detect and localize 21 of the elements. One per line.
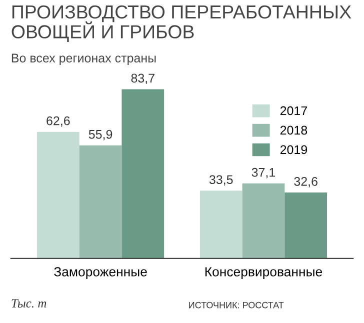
data-label: 83,7	[131, 74, 154, 84]
data-label: 32,6	[294, 177, 318, 188]
x-tick-label: Замороженные	[54, 267, 147, 280]
data-label: 55,9	[88, 130, 112, 140]
bar	[122, 89, 164, 258]
chart-title: ПРОИЗВОДСТВО ПЕРЕРАБОТАННЫХ ОВОЩЕЙ И ГРИБОВ	[12, 5, 352, 42]
text: Тыс. т	[12, 299, 46, 308]
legend-label: 2019	[280, 145, 308, 154]
data-label: 62,6	[46, 116, 70, 127]
bar	[242, 183, 285, 258]
bar	[36, 132, 80, 258]
bar	[284, 192, 328, 258]
bar	[79, 145, 122, 258]
data-label: 37,1	[252, 168, 276, 178]
data-label: 33,5	[209, 175, 233, 186]
text: ИСТОЧНИК: РОССТАТ	[189, 302, 284, 308]
bar	[200, 190, 242, 258]
x-tick-label: Консервированные	[205, 267, 322, 280]
chart-subtitle: Во всех регионах страны	[12, 54, 156, 65]
legend-label: 2018	[280, 126, 308, 135]
legend-label: 2017	[280, 106, 307, 116]
